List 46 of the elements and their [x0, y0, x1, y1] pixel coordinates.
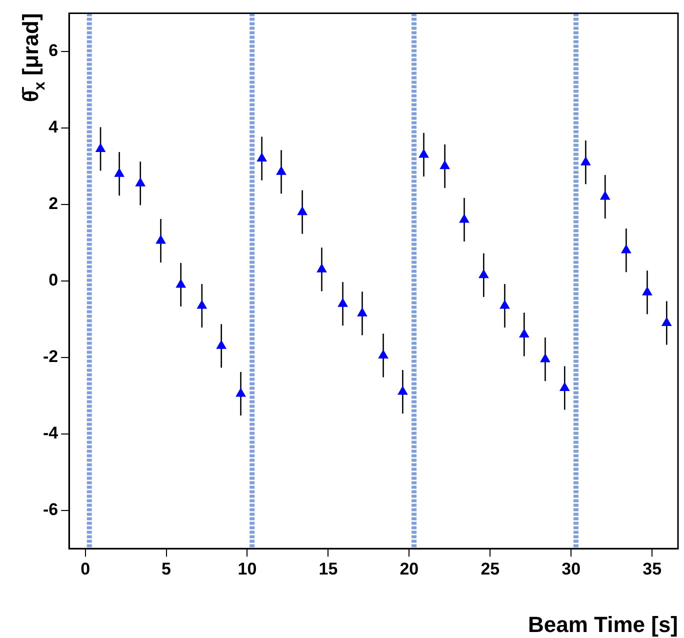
- x-tick-label: 30: [562, 559, 581, 578]
- point: [642, 286, 652, 296]
- x-tick-label: 5: [162, 559, 172, 578]
- point: [338, 298, 348, 307]
- point: [378, 350, 388, 358]
- y-tick-label: 6: [48, 41, 58, 60]
- y-axis-title: θ̄x [μrad]: [18, 13, 49, 102]
- point: [276, 166, 286, 175]
- point: [418, 149, 429, 158]
- y-tick-label: -6: [42, 500, 58, 520]
- point: [256, 153, 267, 162]
- x-tick-label: 0: [80, 559, 90, 578]
- x-tick-label: 15: [318, 559, 338, 578]
- point: [398, 386, 408, 395]
- point: [459, 214, 470, 223]
- point: [560, 382, 570, 391]
- y-tick-label: 2: [48, 194, 58, 214]
- point: [519, 328, 529, 338]
- x-axis-title: Beam Time [s]: [528, 612, 678, 637]
- point: [478, 270, 489, 278]
- point: [114, 168, 124, 177]
- point: [500, 300, 510, 309]
- point: [297, 206, 308, 216]
- point: [540, 354, 550, 362]
- y-tick-label: 4: [48, 118, 59, 137]
- point: [621, 244, 632, 254]
- point: [662, 317, 672, 326]
- point: [216, 340, 226, 349]
- y-tick-label: -4: [42, 424, 59, 443]
- x-tick-label: 35: [642, 559, 662, 578]
- y-tick-label: -2: [42, 347, 58, 366]
- x-tick-label: 20: [400, 559, 419, 578]
- point: [96, 143, 106, 152]
- x-tick-label: 25: [480, 559, 500, 578]
- point: [600, 191, 610, 200]
- point: [156, 235, 166, 244]
- point: [176, 279, 186, 288]
- x-tick-label: 10: [238, 559, 257, 578]
- point: [316, 264, 327, 272]
- point: [440, 160, 450, 170]
- point: [136, 178, 146, 186]
- point: [580, 156, 591, 166]
- point: [197, 300, 207, 309]
- point: [236, 388, 246, 397]
- y-tick-label: 0: [48, 270, 58, 290]
- point: [357, 308, 368, 316]
